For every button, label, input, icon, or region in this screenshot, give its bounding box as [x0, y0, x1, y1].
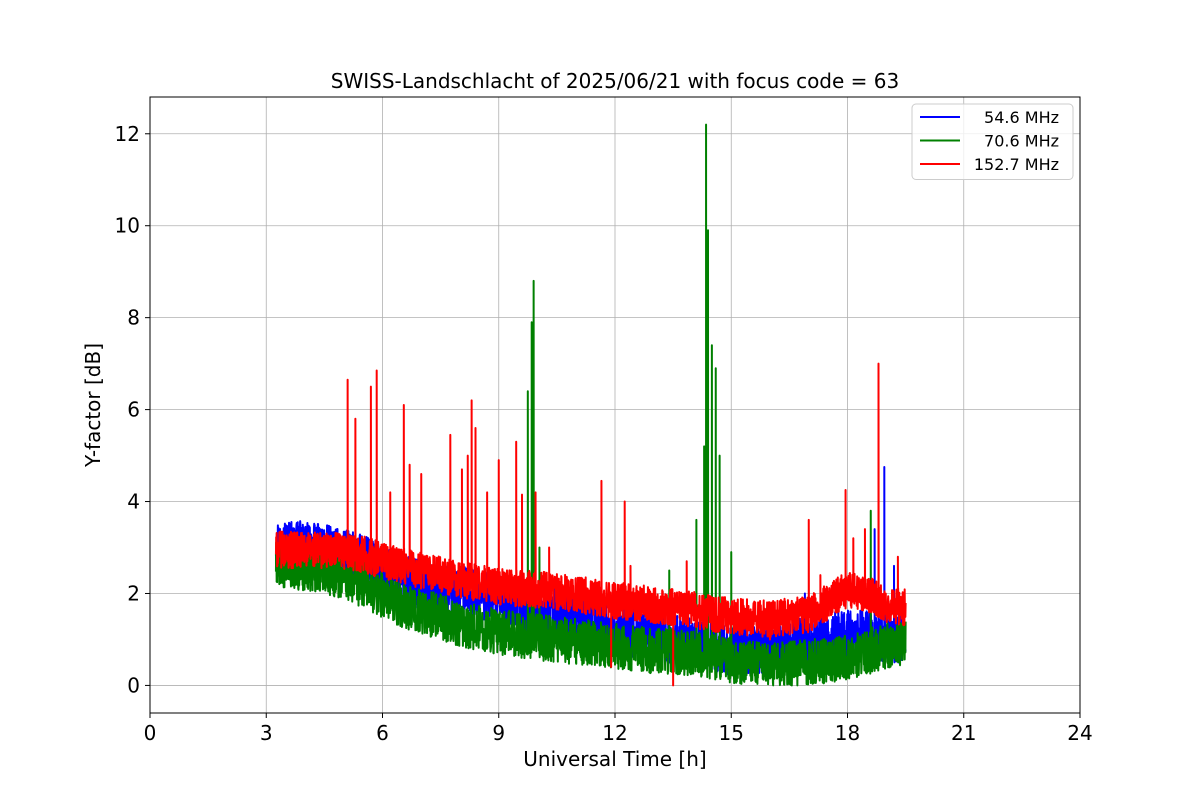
- y-tick-label: 8: [127, 306, 140, 330]
- plot-series: [274, 123, 907, 687]
- x-tick-label: 18: [835, 721, 860, 745]
- y-tick-label: 2: [127, 581, 140, 605]
- x-tick-label: 0: [144, 721, 157, 745]
- x-tick-label: 21: [951, 721, 976, 745]
- series-line-1: [274, 123, 907, 687]
- y-axis: 0 2 4 6 8 10 12: [115, 122, 150, 697]
- x-tick-label: 3: [260, 721, 273, 745]
- x-axis-label: Universal Time [h]: [523, 747, 706, 771]
- y-tick-label: 0: [127, 673, 140, 697]
- legend-label: 152.7 MHz: [974, 155, 1059, 174]
- y-axis-label: Y-factor [dB]: [81, 343, 105, 468]
- x-tick-label: 12: [602, 721, 627, 745]
- x-tick-label: 15: [719, 721, 744, 745]
- legend[interactable]: 54.6 MHz 70.6 MHz 152.7 MHz: [911, 103, 1074, 180]
- chart-title: SWISS-Landschlacht of 2025/06/21 with fo…: [331, 69, 899, 93]
- x-tick-label: 24: [1067, 721, 1092, 745]
- y-tick-label: 4: [127, 490, 140, 514]
- y-tick-label: 12: [115, 122, 140, 146]
- legend-label: 70.6 MHz: [984, 132, 1059, 151]
- y-tick-label: 6: [127, 398, 140, 422]
- legend-box: [911, 103, 1074, 180]
- x-tick-label: 9: [492, 721, 505, 745]
- x-axis: 0 3 6 9 12 15 18 21 24: [144, 713, 1093, 745]
- series-line-2: [274, 362, 907, 687]
- y-tick-label: 10: [115, 214, 140, 238]
- x-tick-label: 6: [376, 721, 389, 745]
- legend-label: 54.6 MHz: [984, 108, 1059, 127]
